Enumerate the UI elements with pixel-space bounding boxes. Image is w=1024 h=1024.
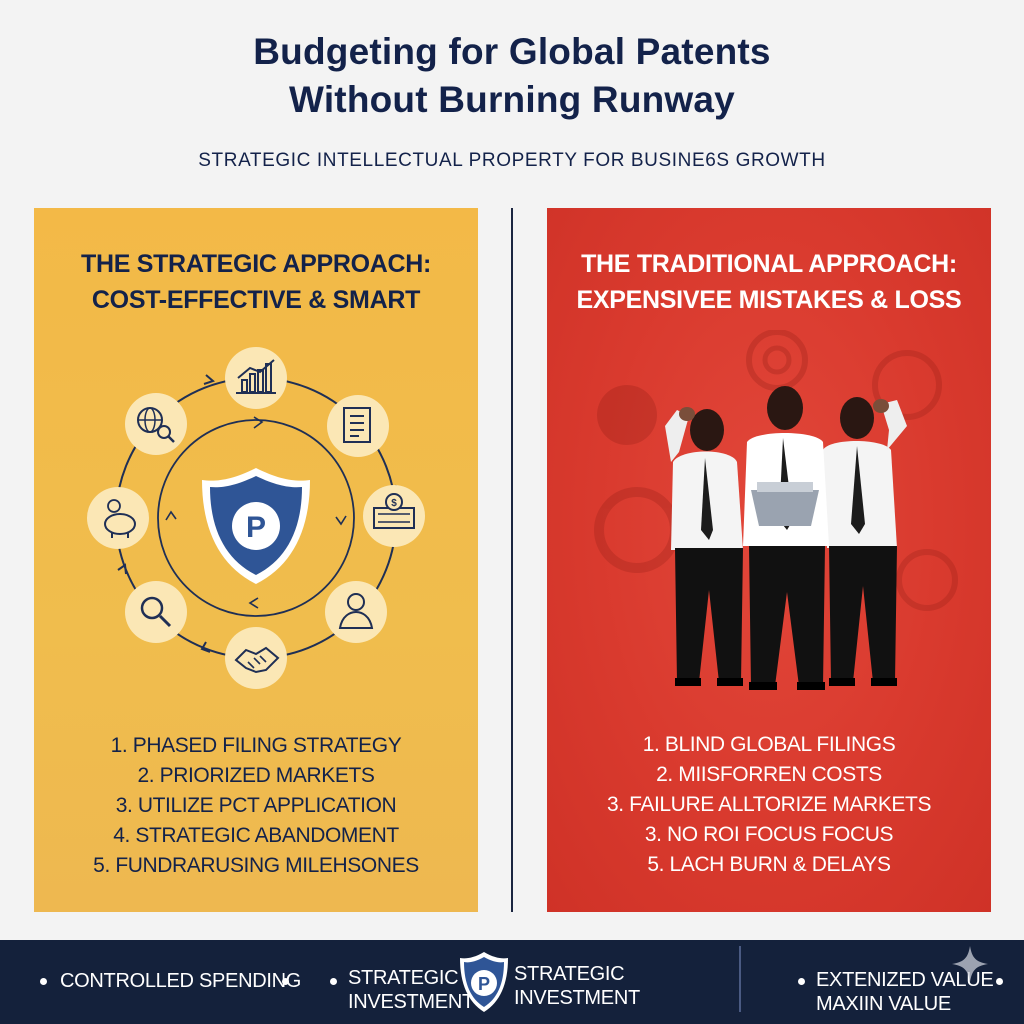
footer-maximize-value: EXTENIZED VALUE MAXIIN VALUE <box>816 968 994 1016</box>
cycle-arrow <box>200 641 211 653</box>
cycle-arrow <box>165 510 177 521</box>
footer-item3-line2: INVESTMENT <box>514 987 640 1009</box>
list-item: 2. MIISFORREN COSTS <box>656 763 882 786</box>
cycle-arrow <box>248 597 259 609</box>
header: Budgeting for Global Patents Without Bur… <box>0 0 1024 200</box>
traditional-approach-heading: THE TRADITIONAL APPROACH: EXPENSIVEE MIS… <box>547 246 991 318</box>
cycle-arrow <box>335 515 347 526</box>
traditional-approach-list: 1. BLIND GLOBAL FILINGS 2. MIISFORREN CO… <box>547 730 991 880</box>
title-line-1: Budgeting for Global Patents <box>253 31 771 72</box>
traditional-heading-line-2: EXPENSIVEE MISTAKES & LOSS <box>576 286 962 314</box>
footer-item2-line1: STRATEGIC <box>348 967 459 989</box>
strategy-cycle-diagram: P $ <box>87 347 425 689</box>
footer-item2-line2: INVESTMENT <box>348 991 474 1013</box>
footer-divider <box>739 946 741 1012</box>
bullet-dot <box>996 978 1003 985</box>
money-icon: $ <box>363 485 425 547</box>
traditional-heading-line-1: THE TRADITIONAL APPROACH: <box>581 250 957 278</box>
user-icon <box>325 581 387 643</box>
list-item: 3. FAILURE ALLTORIZE MARKETS <box>606 793 932 816</box>
background-decor <box>594 330 958 611</box>
footer-item3-line1: STRATEGIC <box>514 963 625 985</box>
growth-chart-icon <box>225 347 287 409</box>
bullet-dot <box>40 978 47 985</box>
document-icon <box>327 395 389 457</box>
stressed-businessmen-illustration <box>594 330 958 690</box>
footer-bar <box>0 940 1024 1024</box>
handshake-icon <box>225 627 287 689</box>
title-line-2: Without Burning Runway <box>289 79 735 120</box>
businessman-center <box>743 386 829 690</box>
cycle-arrow <box>203 374 215 385</box>
list-item: 3. UTILIZE PCT APPLICATION <box>115 794 397 817</box>
strategic-approach-heading: THE STRATEGIC APPROACH: COST-EFFECTIVE &… <box>34 246 478 318</box>
bullet-dot <box>798 978 805 985</box>
page-subtitle: STRATEGIC INTELLECTUAL PROPERTY FOR BUSI… <box>198 150 826 171</box>
businessman-right <box>823 397 907 686</box>
list-item: 1. BLIND GLOBAL FILINGS <box>642 733 896 756</box>
list-item: 3. NO ROI FOCUS FOCUS <box>644 823 894 846</box>
globe-search-icon <box>125 393 187 455</box>
cycle-arrow <box>117 563 127 575</box>
footer-strategic-investment-1: STRATEGIC INVESTMENT <box>348 966 474 1014</box>
footer-controlled-spending: CONTROLLED SPENDING <box>60 970 302 992</box>
footer-strategic-investment-2: STRATEGIC INVESTMENT <box>514 962 640 1010</box>
bullet-dot <box>330 978 337 985</box>
strategic-heading-line-2: COST-EFFECTIVE & SMART <box>91 286 421 314</box>
panel-divider <box>511 208 513 912</box>
patent-shield-icon <box>202 468 310 584</box>
footer-item4-line2: MAXIIN VALUE <box>816 993 951 1015</box>
strategic-heading-line-1: THE STRATEGIC APPROACH: <box>80 250 432 278</box>
magnifier-icon <box>125 581 187 643</box>
businessman-left <box>665 407 743 686</box>
page-title: Budgeting for Global Patents Without Bur… <box>0 28 1024 124</box>
svg-text:$: $ <box>391 498 397 509</box>
list-item: 2. PRIORIZED MARKETS <box>137 764 375 787</box>
cycle-arrow <box>253 416 264 429</box>
shield-letter: P <box>246 511 266 544</box>
patent-shield-logo-icon: P <box>460 952 508 1012</box>
list-item: 5. FUNDRARUSING MILEHSONES <box>93 854 419 877</box>
bullet-dot <box>282 978 289 985</box>
strategic-approach-list: 1. PHASED FILING STRATEGY 2. PRIORIZED M… <box>34 731 478 881</box>
footer-item4-line1: EXTENIZED VALUE <box>816 969 994 991</box>
list-item: 5. LACH BURN & DELAYS <box>647 853 891 876</box>
piggy-bank-icon <box>87 487 149 549</box>
logo-letter: P <box>478 974 490 994</box>
list-item: 1. PHASED FILING STRATEGY <box>110 734 402 757</box>
list-item: 4. STRATEGIC ABANDOMENT <box>113 824 399 847</box>
sparkle-icon <box>952 946 988 982</box>
